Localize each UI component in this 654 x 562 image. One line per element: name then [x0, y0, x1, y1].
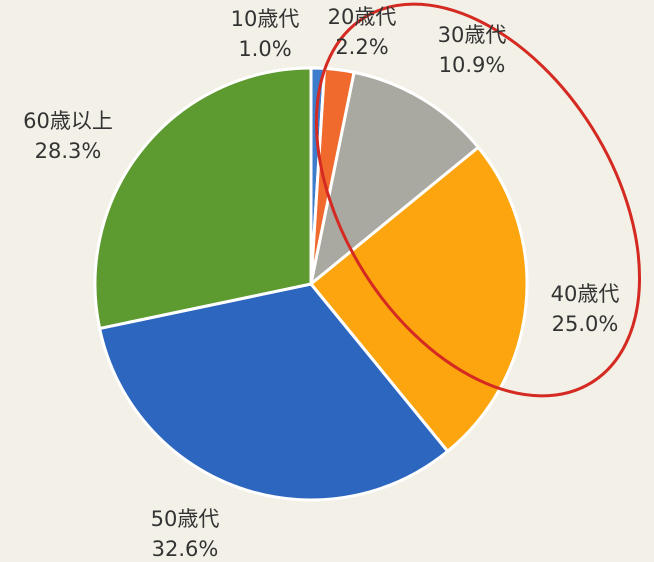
value-label: 28.3% [35, 139, 102, 163]
pie-slice [308, 70, 481, 288]
highlight-ellipse [314, 2, 642, 398]
category-label: 10歳代 [231, 7, 300, 31]
value-label: 32.6% [152, 537, 219, 561]
category-label: 20歳代 [328, 5, 397, 29]
pie-slice [97, 282, 450, 502]
category-label: 50歳代 [151, 507, 220, 531]
pie-slice [93, 66, 313, 331]
value-label: 25.0% [552, 312, 619, 336]
value-label: 2.2% [335, 35, 388, 59]
pie-slice [308, 145, 529, 454]
category-label: 60歳以上 [23, 109, 113, 133]
category-label: 40歳代 [551, 282, 620, 306]
value-label: 1.0% [238, 37, 291, 61]
category-label: 30歳代 [438, 23, 507, 47]
pie [93, 66, 529, 502]
value-label: 10.9% [439, 53, 506, 77]
